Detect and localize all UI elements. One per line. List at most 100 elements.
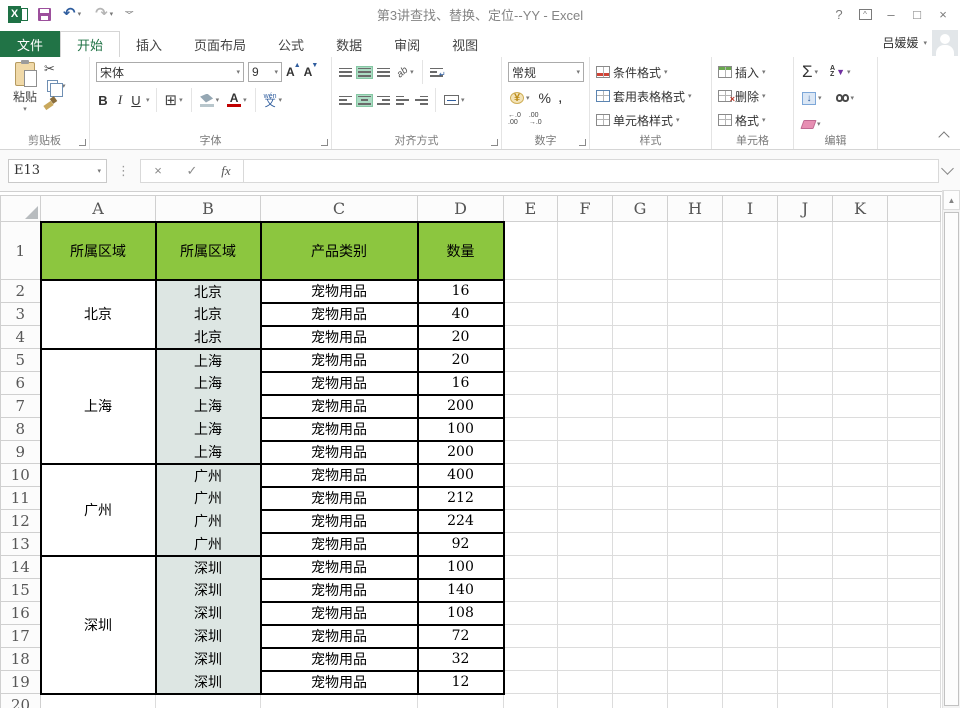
empty-cell[interactable] [557,463,613,487]
category-cell[interactable]: 宠物用品 [259,531,419,557]
empty-cell[interactable] [832,670,888,694]
city-cell[interactable]: 北京 [154,302,262,326]
col-header-E[interactable]: E [503,195,558,222]
empty-cell[interactable] [887,302,941,326]
empty-cell[interactable] [667,670,723,694]
table-header-cell[interactable]: 数量 [416,220,505,281]
empty-cell[interactable] [612,578,668,602]
empty-cell[interactable] [777,601,833,625]
empty-cell[interactable] [832,221,888,280]
row-header[interactable]: 10 [0,463,41,487]
empty-cell[interactable] [667,371,723,395]
tab-page-layout[interactable]: 页面布局 [194,37,247,53]
copy-button[interactable]: ▾ [44,78,68,97]
empty-cell[interactable] [667,509,723,533]
paste-button[interactable]: 粘贴 ▾ [6,60,44,113]
row-header[interactable]: 14 [0,555,41,579]
format-painter-icon[interactable] [44,97,56,109]
qty-cell[interactable]: 200 [416,439,505,465]
city-cell[interactable]: 上海 [154,371,262,395]
help-button[interactable]: ? [835,6,843,22]
empty-cell[interactable] [722,693,778,708]
empty-cell[interactable] [887,394,941,418]
cancel-icon[interactable]: × [154,163,162,178]
row-header[interactable]: 19 [0,670,41,694]
city-cell[interactable]: 上海 [154,440,262,465]
excel-app-icon[interactable]: X [8,5,28,23]
tab-home[interactable]: 开始 [60,31,121,57]
empty-cell[interactable] [887,221,941,280]
empty-cell[interactable] [612,394,668,418]
empty-cell[interactable] [722,348,778,372]
empty-cell[interactable] [777,302,833,326]
empty-cell[interactable] [667,647,723,671]
empty-cell[interactable] [503,440,558,464]
table-header-cell[interactable]: 产品类别 [259,220,419,281]
category-cell[interactable]: 宠物用品 [259,554,419,580]
alignment-dialog-launcher[interactable] [491,139,498,146]
empty-cell[interactable] [887,532,941,556]
empty-cell[interactable] [887,463,941,487]
category-cell[interactable]: 宠物用品 [259,324,419,350]
font-name-combo[interactable]: 宋体 ▾ [96,62,244,82]
empty-cell[interactable] [832,417,888,441]
customize-qat-icon[interactable]: — ﹀ [125,7,134,20]
empty-cell[interactable] [887,647,941,671]
empty-cell[interactable] [722,670,778,694]
empty-cell[interactable] [503,509,558,533]
empty-cell[interactable] [557,624,613,648]
table-header-cell[interactable]: 所属区域 [154,220,262,281]
category-cell[interactable]: 宠物用品 [259,393,419,419]
font-size-combo[interactable]: 9 ▾ [248,62,282,82]
save-icon[interactable] [38,7,51,21]
empty-cell[interactable] [832,532,888,556]
empty-cell[interactable] [557,578,613,602]
category-cell[interactable]: 宠物用品 [259,669,419,695]
empty-cell[interactable] [503,348,558,372]
align-left-icon[interactable] [338,95,353,106]
user-account[interactable]: 吕媛媛 ▾ [882,28,960,57]
scroll-up-icon[interactable]: ▲ [943,190,960,210]
category-cell[interactable]: 宠物用品 [259,508,419,534]
empty-cell[interactable] [832,279,888,303]
qty-cell[interactable]: 100 [416,554,505,580]
empty-cell[interactable] [503,624,558,648]
empty-cell[interactable] [722,647,778,671]
underline-button[interactable]: U [131,92,141,108]
qty-cell[interactable]: 72 [416,623,505,649]
expand-formula-bar-icon[interactable] [941,162,954,175]
empty-cell[interactable] [612,302,668,326]
empty-cell[interactable] [612,463,668,487]
city-cell[interactable]: 北京 [154,325,262,350]
empty-cell[interactable] [557,221,613,280]
tab-file[interactable]: 文件 [0,31,60,57]
empty-cell[interactable] [667,394,723,418]
empty-cell[interactable] [777,670,833,694]
font-color-button[interactable]: A ▾ [225,92,249,108]
empty-cell[interactable] [887,440,941,464]
region-merged-cell[interactable]: 北京 [39,278,157,350]
empty-cell[interactable] [777,394,833,418]
empty-cell[interactable] [832,601,888,625]
row-header[interactable]: 17 [0,624,41,648]
qty-cell[interactable]: 20 [416,324,505,350]
empty-cell[interactable] [503,486,558,510]
cell-styles-button[interactable]: 单元格样式 ▾ [596,108,707,132]
empty-cell[interactable] [667,325,723,349]
ribbon-display-button[interactable]: ^ [852,3,878,25]
empty-cell[interactable] [557,394,613,418]
empty-cell[interactable] [612,279,668,303]
empty-cell[interactable] [503,417,558,441]
category-cell[interactable]: 宠物用品 [259,577,419,603]
empty-cell[interactable] [612,417,668,441]
empty-cell[interactable] [832,555,888,579]
empty-cell[interactable] [832,624,888,648]
empty-cell[interactable] [417,693,504,708]
empty-cell[interactable] [887,555,941,579]
grow-font-button[interactable]: A ▲ [286,62,301,79]
empty-cell[interactable] [722,417,778,441]
autosum-button[interactable]: Σ ▾ [802,62,819,81]
empty-cell[interactable] [722,440,778,464]
empty-cell[interactable] [612,624,668,648]
format-cells-button[interactable]: 格式 ▾ [718,108,789,132]
